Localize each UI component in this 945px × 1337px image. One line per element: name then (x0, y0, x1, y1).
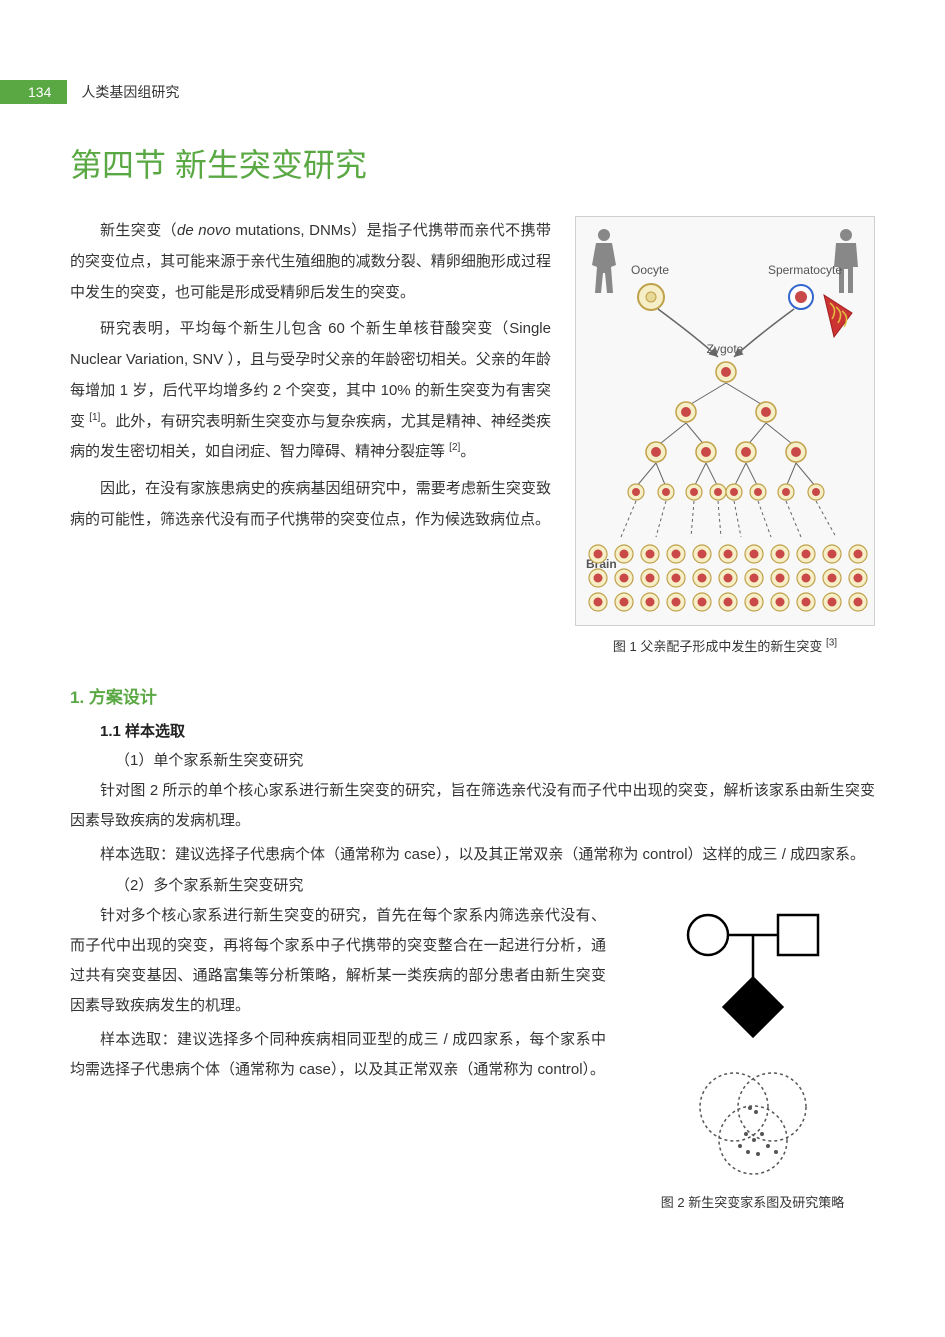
item1-p1: 针对图 2 所示的单个核心家系进行新生突变的研究，旨在筛选亲代没有而子代中出现的… (70, 776, 875, 836)
item2-text: 针对多个核心家系进行新生突变的研究，首先在每个家系内筛选亲代没有、而子代中出现的… (70, 901, 606, 1089)
chapter-title: 第四节 新生突变研究 (70, 140, 875, 186)
intro-p1: 新生突变（de novo mutations, DNMs）是指子代携带而亲代不携… (70, 216, 551, 308)
figure1-caption: 图 1 父亲配子形成中发生的新生突变 [3] (575, 636, 875, 655)
item2-p1: 针对多个核心家系进行新生突变的研究，首先在每个家系内筛选亲代没有、而子代中出现的… (70, 901, 606, 1021)
item2-p2: 样本选取：建议选择多个同种疾病相同亚型的成三 / 成四家系，每个家系中均需选择子… (70, 1025, 606, 1085)
item1-title: （1）单个家系新生突变研究 (115, 749, 875, 770)
intro-p2: 研究表明，平均每个新生儿包含 60 个新生单核苷酸突变（Single Nucle… (70, 314, 551, 468)
section1-1-heading: 1.1 样本选取 (100, 720, 875, 741)
figure1-bottom-cells (576, 542, 876, 632)
figure1-box: Oocyte Spermatocyte Zygote Brain (575, 216, 875, 626)
page-number-box: 134 (0, 80, 67, 104)
figure2-pedigree (663, 907, 843, 1052)
intro-p3: 因此，在没有家族患病史的疾病基因组研究中，需要考虑新生突变致病的可能性，筛选亲代… (70, 474, 551, 536)
figure1-column: Oocyte Spermatocyte Zygote Brain (575, 216, 875, 655)
page-number: 134 (28, 84, 51, 100)
item2-title: （2）多个家系新生突变研究 (115, 874, 875, 895)
intro-text: 新生突变（de novo mutations, DNMs）是指子代携带而亲代不携… (70, 216, 551, 542)
page-header: 134 人类基因组研究 (0, 80, 179, 104)
figure2-column: 图 2 新生突变家系图及研究策略 (630, 901, 875, 1211)
figure2-caption: 图 2 新生突变家系图及研究策略 (661, 1192, 844, 1211)
running-title: 人类基因组研究 (81, 82, 179, 102)
item1-p2: 样本选取：建议选择子代患病个体（通常称为 case），以及其正常双亲（通常称为 … (70, 840, 875, 870)
section1-heading: 1. 方案设计 (70, 683, 875, 708)
item2-row: 针对多个核心家系进行新生突变的研究，首先在每个家系内筛选亲代没有、而子代中出现的… (70, 901, 875, 1211)
figure2-venn (678, 1062, 828, 1182)
intro-row: 新生突变（de novo mutations, DNMs）是指子代携带而亲代不携… (70, 216, 875, 655)
